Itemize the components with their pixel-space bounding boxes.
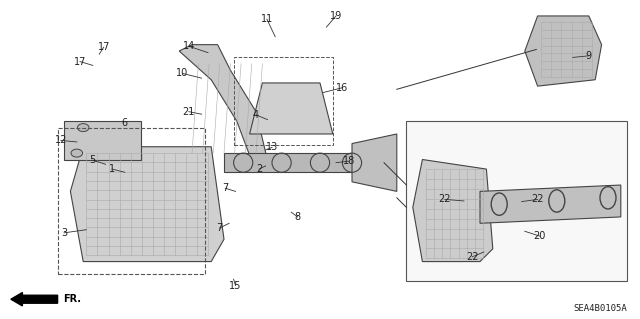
Text: 2: 2: [256, 164, 262, 174]
Text: 14: 14: [182, 41, 195, 51]
Text: 21: 21: [182, 107, 195, 117]
Text: 8: 8: [294, 212, 301, 222]
Text: 6: 6: [122, 118, 128, 128]
Polygon shape: [179, 45, 269, 172]
Polygon shape: [64, 121, 141, 160]
Text: 10: 10: [176, 68, 189, 78]
Text: 7: 7: [216, 223, 223, 233]
Text: 12: 12: [54, 135, 67, 145]
Polygon shape: [413, 160, 493, 262]
Polygon shape: [70, 147, 224, 262]
Polygon shape: [525, 16, 602, 86]
Text: 15: 15: [229, 280, 242, 291]
Text: FR.: FR.: [63, 294, 81, 304]
Text: 16: 16: [336, 83, 349, 93]
Text: 5: 5: [90, 155, 96, 165]
Text: 22: 22: [466, 252, 479, 262]
Ellipse shape: [77, 123, 89, 132]
Text: 22: 22: [438, 194, 451, 204]
Bar: [58, 128, 205, 274]
Polygon shape: [250, 83, 333, 134]
Text: 3: 3: [61, 228, 67, 238]
Text: 11: 11: [260, 14, 273, 24]
Bar: [406, 121, 627, 281]
Text: 17: 17: [97, 42, 110, 52]
Polygon shape: [480, 185, 621, 223]
Text: 17: 17: [74, 56, 86, 67]
Text: 9: 9: [586, 51, 592, 61]
Text: 20: 20: [533, 231, 546, 241]
FancyArrow shape: [11, 293, 58, 306]
Text: 19: 19: [330, 11, 342, 21]
Ellipse shape: [71, 149, 83, 157]
Text: 1: 1: [109, 164, 115, 174]
Polygon shape: [352, 134, 397, 191]
Text: 4: 4: [253, 110, 259, 120]
Text: 13: 13: [266, 142, 278, 152]
Bar: [234, 57, 333, 145]
Text: 18: 18: [342, 156, 355, 166]
Text: 7: 7: [222, 183, 228, 193]
Text: 22: 22: [531, 194, 544, 204]
Polygon shape: [224, 153, 365, 172]
Text: SEA4B0105A: SEA4B0105A: [573, 304, 627, 313]
